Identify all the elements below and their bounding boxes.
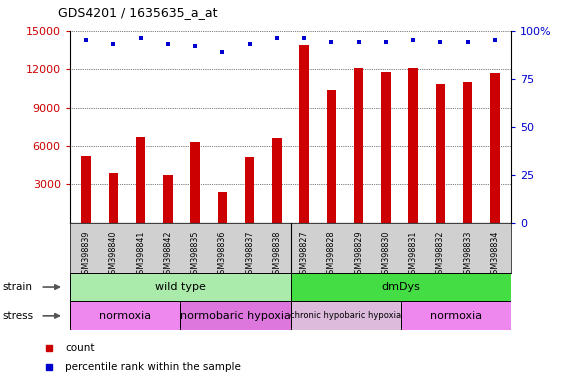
Bar [163, 175, 173, 223]
Text: GSM398839: GSM398839 [81, 230, 91, 279]
Text: GSM398840: GSM398840 [109, 230, 118, 278]
Point [218, 49, 227, 55]
Point [463, 39, 472, 45]
Point [436, 39, 445, 45]
Text: GSM398835: GSM398835 [191, 230, 200, 279]
Point [136, 35, 145, 41]
Point [81, 37, 91, 43]
Bar [180, 301, 290, 330]
Bar [401, 301, 511, 330]
Text: chronic hypobaric hypoxia: chronic hypobaric hypoxia [290, 311, 401, 320]
Point [490, 37, 500, 43]
Bar [136, 137, 145, 223]
Text: GSM398827: GSM398827 [300, 230, 309, 279]
Bar [463, 82, 472, 223]
Text: GSM398841: GSM398841 [136, 230, 145, 278]
Bar [299, 45, 309, 223]
Text: stress: stress [3, 311, 34, 321]
Point [272, 35, 282, 41]
Bar [490, 73, 500, 223]
Text: percentile rank within the sample: percentile rank within the sample [65, 362, 241, 372]
Text: count: count [65, 343, 95, 353]
Text: GSM398828: GSM398828 [327, 230, 336, 279]
Point [327, 39, 336, 45]
Text: GSM398834: GSM398834 [490, 230, 500, 278]
Bar [272, 138, 282, 223]
Bar [109, 173, 118, 223]
Point [408, 37, 418, 43]
Bar [70, 273, 290, 301]
Bar [290, 301, 401, 330]
Text: dmDys: dmDys [382, 282, 420, 292]
Bar [191, 142, 200, 223]
Point [191, 43, 200, 49]
Point [163, 41, 173, 47]
Bar [290, 273, 511, 301]
Text: GSM398842: GSM398842 [163, 230, 173, 279]
Text: GSM398838: GSM398838 [272, 230, 281, 278]
Point [109, 41, 118, 47]
Bar [81, 156, 91, 223]
Bar [354, 68, 363, 223]
Text: normoxia: normoxia [99, 311, 151, 321]
Bar [408, 68, 418, 223]
Text: GSM398836: GSM398836 [218, 230, 227, 278]
Text: GSM398829: GSM398829 [354, 230, 363, 279]
Text: wild type: wild type [155, 282, 206, 292]
Point [245, 41, 254, 47]
Bar [218, 192, 227, 223]
Bar [70, 301, 180, 330]
Text: strain: strain [3, 282, 33, 292]
Bar [327, 89, 336, 223]
Point [354, 39, 363, 45]
Bar [436, 84, 445, 223]
Bar [381, 72, 390, 223]
Text: normoxia: normoxia [430, 311, 482, 321]
Point [381, 39, 390, 45]
Text: normobaric hypoxia: normobaric hypoxia [180, 311, 290, 321]
Bar [245, 157, 254, 223]
Text: GSM398830: GSM398830 [381, 230, 390, 278]
Text: GSM398837: GSM398837 [245, 230, 254, 279]
Text: GSM398832: GSM398832 [436, 230, 445, 279]
Text: GSM398833: GSM398833 [463, 230, 472, 278]
Point [299, 35, 309, 41]
Text: GDS4201 / 1635635_a_at: GDS4201 / 1635635_a_at [58, 6, 218, 19]
Text: GSM398831: GSM398831 [408, 230, 418, 278]
